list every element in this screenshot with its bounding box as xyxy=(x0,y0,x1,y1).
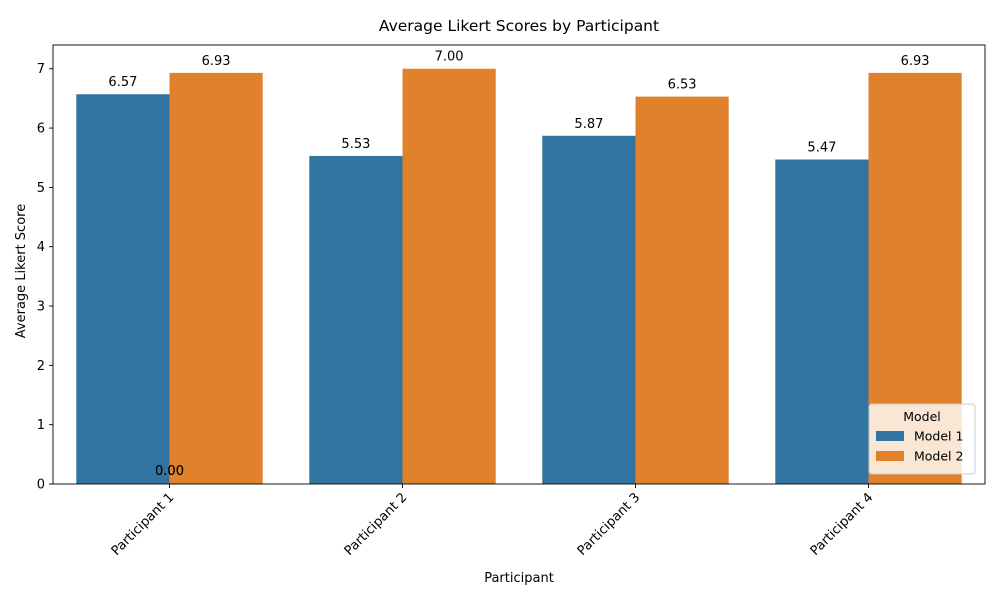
y-tick-label: 0 xyxy=(37,478,45,493)
legend-swatch xyxy=(876,431,904,441)
legend-label: Model 1 xyxy=(914,429,963,444)
bar xyxy=(542,135,636,484)
x-axis-title: Participant xyxy=(484,571,554,586)
bar xyxy=(76,94,170,485)
data-labels-layer: 6.575.535.875.476.93 7.006.536.930.000.00 xyxy=(108,50,929,479)
legend-swatch xyxy=(876,451,904,461)
bar-value-label: 5.87 xyxy=(574,117,603,132)
y-tick-label: 4 xyxy=(37,240,45,255)
zero-value-label: 0.00 xyxy=(155,464,184,479)
bar xyxy=(635,96,729,485)
bar-value-label: 6.53 xyxy=(668,78,697,93)
bar-value-label: 6.57 xyxy=(108,75,137,90)
legend-title: Model xyxy=(903,409,941,424)
bar-value-label: 5.53 xyxy=(341,137,370,152)
plot-frame xyxy=(52,44,986,485)
bar xyxy=(775,159,869,484)
x-tick-label: Participant 1 xyxy=(109,490,178,559)
bars-layer xyxy=(76,68,962,485)
bar xyxy=(402,68,496,484)
bar-value-label: 5.47 xyxy=(807,141,836,156)
x-tick-label: Participant 2 xyxy=(342,490,411,559)
x-tick-label: Participant 3 xyxy=(575,490,644,559)
legend-label: Model 2 xyxy=(914,449,963,464)
chart-title: Average Likert Scores by Participant xyxy=(379,17,659,35)
bar-value-label: 6.93 xyxy=(901,54,930,69)
y-tick-label: 5 xyxy=(37,181,45,196)
y-tick-label: 3 xyxy=(37,300,45,315)
x-tick-label: Participant 4 xyxy=(808,490,877,559)
y-tick-label: 6 xyxy=(37,122,45,137)
y-tick-label: 7 xyxy=(37,62,45,77)
y-tick-label: 2 xyxy=(37,359,45,374)
bar-value-label: 6.93 xyxy=(202,54,231,69)
y-tick-label: 1 xyxy=(37,418,45,433)
bar-value-label: 7.00 xyxy=(435,50,464,65)
zero-value-label: 0.00 xyxy=(155,464,184,479)
bar xyxy=(169,72,263,484)
legend: Model Model 1 Model 2 xyxy=(868,403,976,475)
bar xyxy=(309,155,403,484)
y-axis-title: Average Likert Score xyxy=(14,204,29,338)
